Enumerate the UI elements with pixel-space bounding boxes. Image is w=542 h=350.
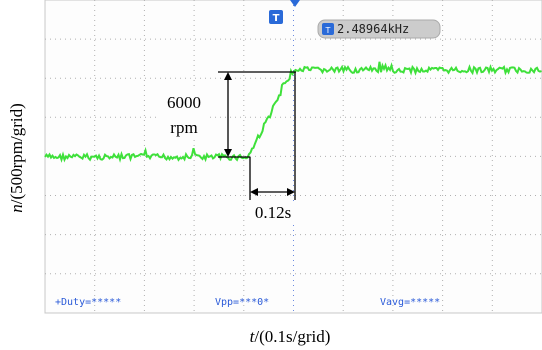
measurement: Vpp=***0*	[215, 297, 269, 308]
x-axis-label: t/(0.1s/grid)	[250, 327, 331, 346]
figure: T T 2.48964kHz 6000 rpm 0.12s +Duty=****…	[0, 0, 542, 350]
y-unit: /(500rpm/grid)	[7, 103, 26, 204]
readout-icon-label: T	[325, 26, 331, 35]
frequency-readout: 2.48964kHz	[337, 22, 409, 36]
x-unit: /(0.1s/grid)	[254, 327, 330, 346]
rise-unit: rpm	[170, 118, 197, 137]
measurement: +Duty=*****	[55, 297, 121, 308]
y-symbol: n	[7, 204, 26, 213]
rise-time: 0.12s	[255, 203, 291, 222]
trigger-marker: T	[273, 13, 280, 24]
rise-amount: 6000	[167, 93, 201, 112]
measurement: Vavg=*****	[380, 297, 440, 308]
y-axis-label: n/(500rpm/grid)	[7, 103, 26, 213]
